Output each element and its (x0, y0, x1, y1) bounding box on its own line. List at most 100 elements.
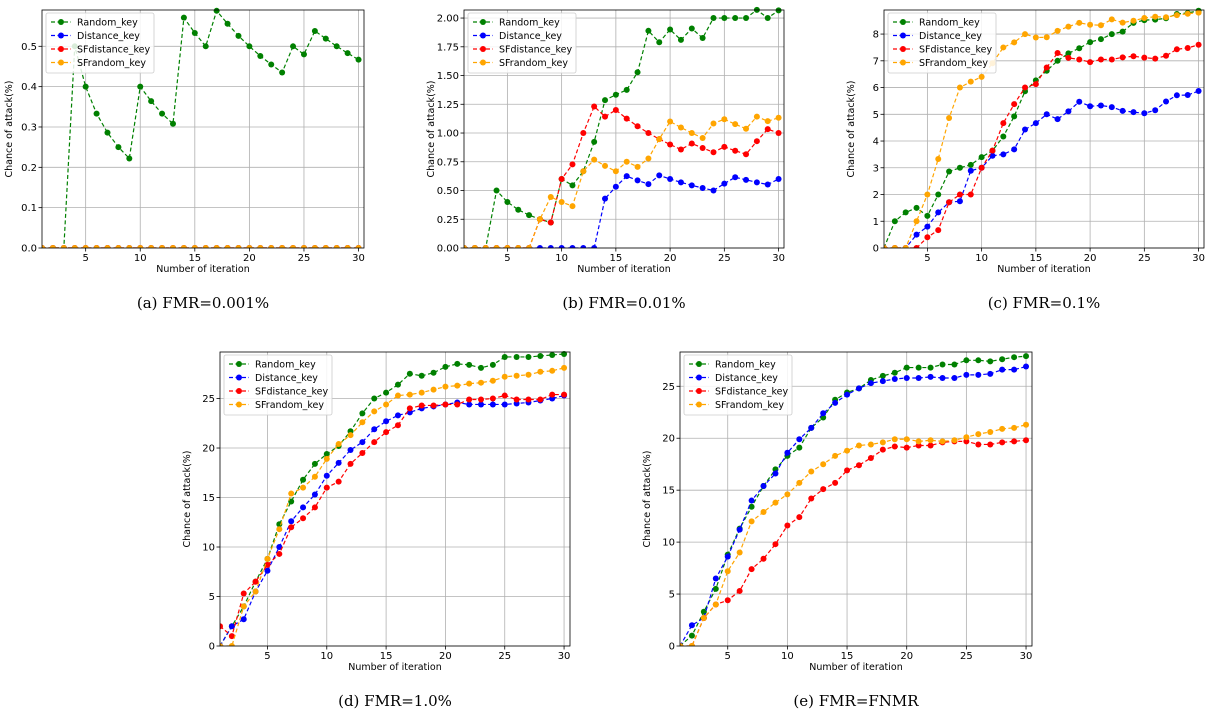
data-point (975, 431, 982, 438)
data-point (504, 245, 511, 248)
data-point (623, 173, 630, 180)
data-point (784, 491, 791, 498)
data-point (1173, 12, 1180, 19)
data-point (956, 164, 963, 171)
y-tick-label: 5 (873, 110, 879, 121)
data-point (1108, 16, 1115, 23)
data-point (359, 410, 366, 417)
data-point (1011, 146, 1018, 153)
data-point (169, 120, 176, 127)
data-point (721, 15, 728, 22)
data-point (721, 180, 728, 187)
x-tick-label: 20 (439, 651, 452, 662)
series-line (42, 9, 359, 248)
panel-d: 5 10 15 20 25 30 0 5 10 15 20 25 Number of iteration… (182, 350, 570, 710)
data-point (569, 182, 576, 189)
legend-item: SFrandom_key (229, 400, 324, 411)
data-point (561, 391, 568, 398)
series-distance-key (884, 88, 1202, 248)
data-point (454, 382, 461, 389)
panel-a: 5 10 15 20 25 30 0.0 0.1 0.2 0.3 0.4 0.5 Number of i… (4, 7, 365, 312)
data-point (580, 168, 587, 175)
legend-label: SFdistance_key (77, 44, 151, 55)
y-tick-label: 0.2 (21, 163, 37, 174)
legend-swatch-marker (696, 401, 702, 408)
data-point (1108, 56, 1115, 63)
legend-item: SFrandom_key (893, 58, 988, 69)
data-point (1032, 81, 1039, 88)
y-tick-label: 1 (873, 217, 879, 228)
data-point (220, 623, 223, 630)
series-sfrandom-key (220, 364, 568, 646)
data-point (213, 7, 220, 14)
legend: Random_key Distance_key SFdistance_key SFra… (887, 12, 997, 74)
data-point (832, 479, 839, 486)
data-point (466, 396, 473, 403)
data-point (775, 130, 782, 137)
series-sfdistance-key (884, 41, 1202, 248)
data-point (504, 199, 511, 206)
data-point (891, 436, 898, 443)
data-point (602, 113, 609, 120)
data-point (808, 424, 815, 431)
x-tick-label: 20 (664, 253, 677, 264)
data-point (999, 356, 1006, 363)
data-point (1163, 14, 1170, 21)
data-point (796, 514, 803, 521)
data-point (1163, 52, 1170, 59)
data-point (228, 643, 235, 646)
data-point (1076, 56, 1083, 63)
data-point (300, 504, 307, 511)
y-axis-label: Chance of attack(%) (642, 450, 653, 547)
data-point (879, 372, 886, 379)
data-point (335, 478, 342, 485)
data-point (832, 399, 839, 406)
data-point (418, 402, 425, 409)
data-point (700, 614, 707, 621)
data-point (975, 357, 982, 364)
data-point (264, 555, 271, 562)
data-point (513, 372, 520, 379)
legend-item: SFdistance_key (893, 44, 993, 55)
data-point (946, 115, 953, 122)
data-point (1152, 55, 1159, 62)
data-point (748, 503, 755, 510)
legend-label: Random_key (715, 359, 776, 370)
data-point (591, 245, 598, 248)
data-point (300, 245, 307, 248)
data-point (612, 183, 619, 190)
series-line (220, 353, 565, 646)
data-point (612, 168, 619, 175)
data-point (710, 120, 717, 127)
data-point (1119, 28, 1126, 35)
data-point (645, 181, 652, 188)
data-point (591, 138, 598, 145)
x-tick-label: 30 (772, 253, 785, 264)
data-point (276, 550, 283, 557)
data-point (525, 396, 532, 403)
data-point (743, 15, 750, 22)
data-point (712, 585, 719, 592)
data-point (60, 245, 67, 248)
data-point (680, 643, 683, 646)
legend-swatch-marker (900, 46, 906, 52)
panel-c: 5 10 15 20 25 30 0 1 2 3 4 5 6 7 8 Number of iteration C… (846, 7, 1205, 312)
y-tick-label: 0.4 (21, 82, 37, 93)
legend-swatch-marker (900, 19, 906, 25)
data-point (732, 15, 739, 22)
data-point (732, 147, 739, 154)
x-tick-label: 15 (1029, 253, 1042, 264)
data-point (1141, 110, 1148, 117)
data-point (939, 438, 946, 445)
data-point (902, 209, 909, 216)
data-point (311, 491, 318, 498)
y-tick-label: 7 (873, 56, 879, 67)
data-point (1022, 84, 1029, 91)
data-point (924, 223, 931, 230)
y-tick-label: 0.1 (21, 203, 37, 214)
data-point (288, 518, 295, 525)
data-point (867, 454, 874, 461)
data-point (764, 126, 771, 133)
data-point (1119, 19, 1126, 26)
x-axis-label: Number of iteration (809, 662, 903, 673)
